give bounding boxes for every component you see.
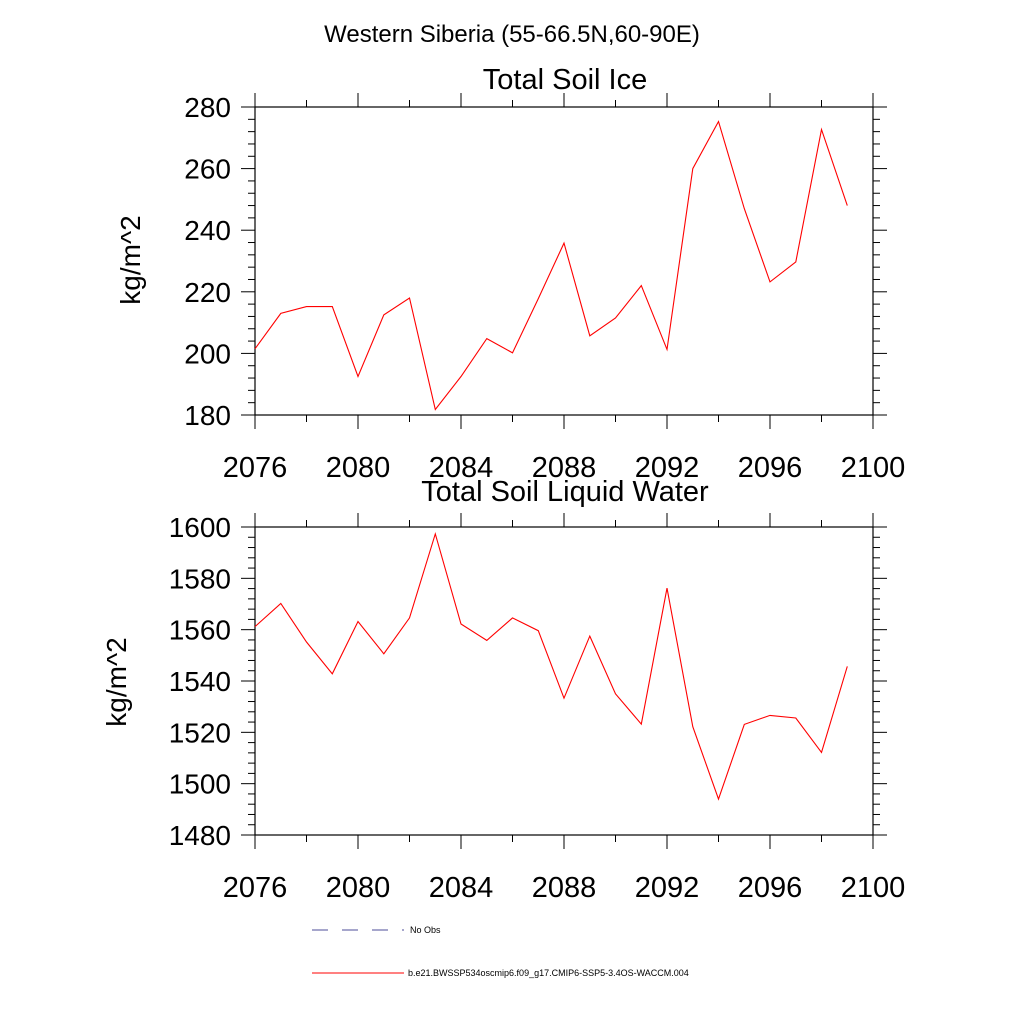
- figure-title: Western Siberia (55-66.5N,60-90E): [324, 21, 700, 48]
- plot-frame: [254, 526, 874, 836]
- series-layer: [254, 531, 848, 801]
- y-tick-label: 280: [184, 92, 231, 123]
- x-tick-label: 2096: [738, 872, 803, 904]
- x-tick-label: 2100: [841, 452, 906, 484]
- y-tick-label: 200: [184, 338, 231, 369]
- x-tick-label: 2084: [429, 452, 494, 484]
- y-tick-label: 1580: [169, 563, 231, 594]
- x-tick-label: 2092: [635, 452, 700, 484]
- x-tick-label: 2092: [635, 872, 700, 904]
- y-tick-label: 1500: [169, 769, 231, 800]
- series-line: [254, 531, 848, 801]
- y-axis-label: kg/m^2: [115, 215, 146, 304]
- y-tick-label: 240: [184, 215, 231, 246]
- series-line: [254, 120, 848, 411]
- y-tick-label: 1480: [169, 820, 231, 851]
- y-tick-label: 260: [184, 154, 231, 185]
- x-tick-label: 2096: [738, 452, 803, 484]
- x-tick-labels: 2076 2080 2084 2088 2092 2096 2100: [223, 872, 906, 904]
- axis-ticks: [241, 513, 887, 849]
- y-tick-labels: 180 200 220 240 260 280: [184, 92, 231, 431]
- x-tick-label: 2080: [326, 452, 391, 484]
- y-tick-label: 180: [184, 400, 231, 431]
- y-tick-label: 1520: [169, 717, 231, 748]
- y-axis-label: kg/m^2: [101, 637, 132, 726]
- legend: No Obs b.e21.BWSSP534oscmip6.f09_g17.CMI…: [312, 925, 689, 978]
- chart-title: Total Soil Ice: [483, 64, 647, 96]
- y-tick-label: 1560: [169, 615, 231, 646]
- panel-soil-ice: Total Soil Ice kg/m^2 180 200 220 240 260 280…: [115, 64, 905, 484]
- y-tick-label: 1600: [169, 512, 231, 543]
- axis-ticks: [241, 93, 887, 429]
- chart-title: Total Soil Liquid Water: [421, 476, 709, 508]
- legend-label-no-obs: No Obs: [410, 925, 441, 935]
- y-tick-labels: 1480 1500 1520 1540 1560 1580 1600: [169, 512, 231, 851]
- x-tick-label: 2080: [326, 872, 391, 904]
- x-tick-label: 2100: [841, 872, 906, 904]
- y-tick-label: 220: [184, 277, 231, 308]
- x-tick-label: 2076: [223, 872, 288, 904]
- series-layer: [254, 120, 848, 411]
- x-tick-label: 2088: [532, 452, 597, 484]
- plot-frame: [254, 106, 874, 416]
- x-tick-label: 2084: [429, 872, 494, 904]
- legend-label-model: b.e21.BWSSP534oscmip6.f09_g17.CMIP6-SSP5…: [408, 968, 689, 978]
- panel-soil-liquid-water: Total Soil Liquid Water kg/m^2 148015001…: [101, 476, 905, 904]
- y-tick-label: 1540: [169, 666, 231, 697]
- x-tick-label: 2076: [223, 452, 288, 484]
- x-tick-label: 2088: [532, 872, 597, 904]
- x-tick-labels: 2076 2080 2084 2088 2092 2096 2100: [223, 452, 906, 484]
